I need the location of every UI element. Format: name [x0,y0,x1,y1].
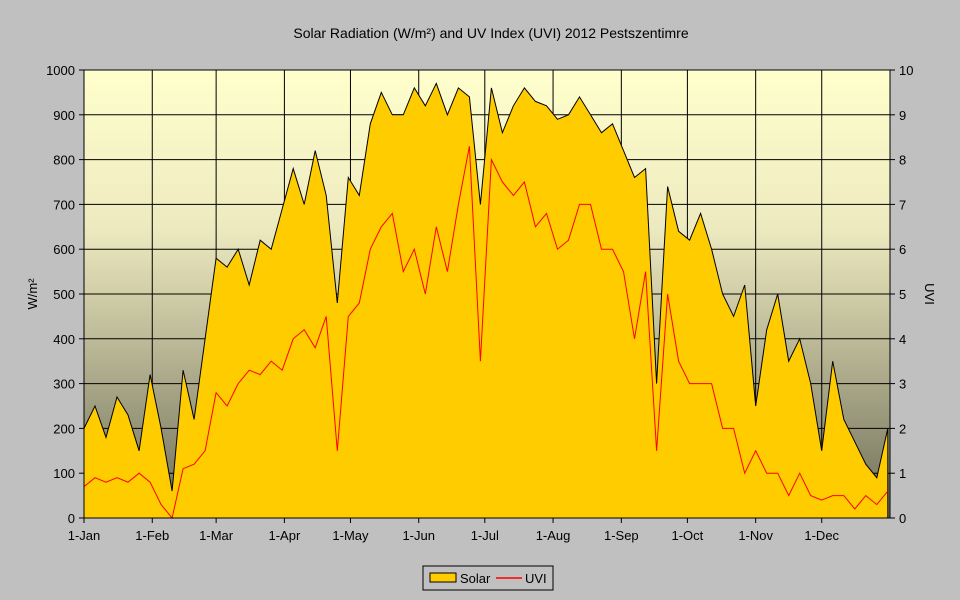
y-tick-label: 900 [53,108,75,123]
y2-tick-label: 7 [899,197,906,212]
legend-solar-label: Solar [460,571,491,586]
y-tick-label: 400 [53,332,75,347]
y-tick-label: 1000 [46,63,75,78]
y-tick-label: 500 [53,287,75,302]
y2-tick-label: 5 [899,287,906,302]
x-tick-label: 1-Jun [402,528,435,543]
y-tick-label: 0 [68,511,75,526]
y-tick-label: 800 [53,153,75,168]
y2-tick-label: 8 [899,153,906,168]
x-tick-label: 1-Feb [135,528,169,543]
x-tick-label: 1-Mar [199,528,234,543]
y-tick-label: 100 [53,466,75,481]
y2-tick-label: 6 [899,242,906,257]
y2-tick-label: 10 [899,63,913,78]
y-tick-label: 600 [53,242,75,257]
y2-axis-label: UVI [922,283,937,305]
chart-title: Solar Radiation (W/m²) and UV Index (UVI… [293,25,688,41]
y-tick-label: 200 [53,421,75,436]
y2-tick-label: 3 [899,377,906,392]
legend-uvi-label: UVI [525,571,547,586]
uvi-line [83,146,889,520]
x-tick-label: 1-Nov [738,528,773,543]
x-tick-label: 1-Sep [604,528,639,543]
y-tick-label: 300 [53,377,75,392]
x-tick-label: 1-Apr [269,528,301,543]
x-tick-label: 1-Oct [672,528,704,543]
x-tick-label: 1-Jan [68,528,101,543]
x-tick-label: 1-Jul [471,528,499,543]
y2-tick-label: 9 [899,108,906,123]
legend-solar-swatch [429,572,457,583]
y-axis-label: W/m² [25,278,40,310]
legend: Solar UVI [422,565,554,591]
x-tick-label: 1-Dec [804,528,839,543]
y2-tick-label: 0 [899,511,906,526]
x-tick-label: 1-Aug [536,528,571,543]
y2-tick-label: 2 [899,421,906,436]
y2-tick-label: 1 [899,466,906,481]
y-tick-label: 700 [53,197,75,212]
x-tick-label: 1-May [332,528,369,543]
y2-tick-label: 4 [899,332,906,347]
solar-area [83,82,889,519]
